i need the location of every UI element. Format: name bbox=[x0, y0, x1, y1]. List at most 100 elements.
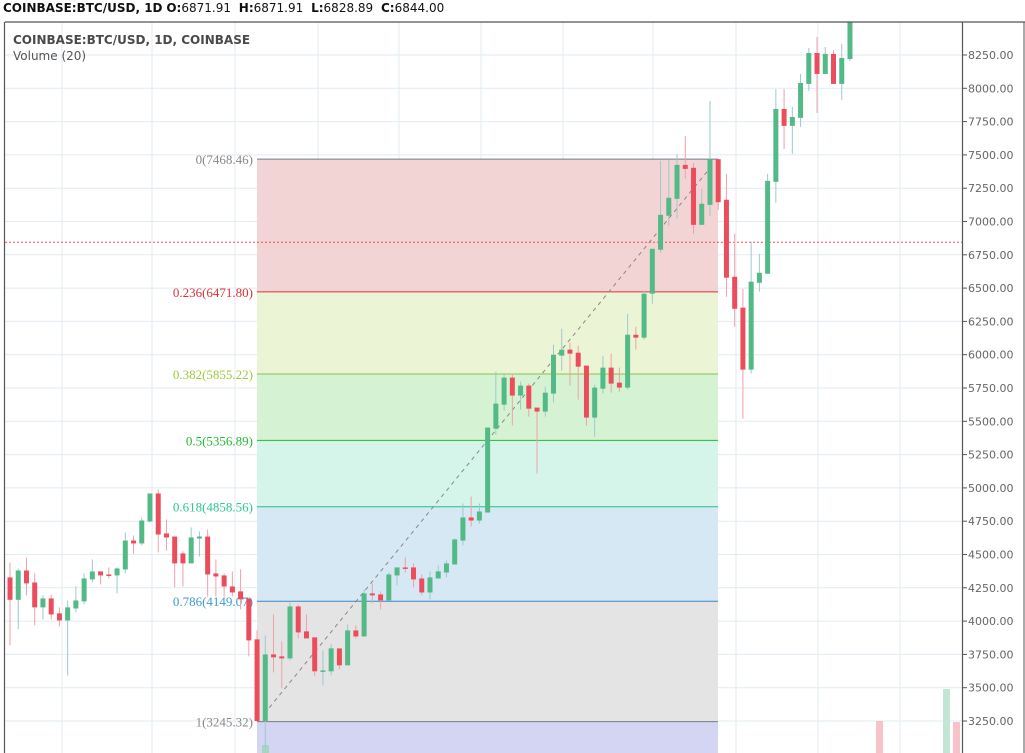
volume-indicator-label[interactable]: Volume (20) bbox=[13, 49, 87, 63]
candle-body bbox=[205, 536, 211, 575]
fib-zone bbox=[257, 721, 718, 753]
candle bbox=[839, 43, 845, 100]
candle bbox=[551, 344, 557, 403]
candle-body bbox=[320, 670, 326, 672]
candle-body bbox=[575, 352, 581, 367]
candle bbox=[847, 22, 853, 61]
y-axis-tick-label: 6250.00 bbox=[968, 315, 1014, 328]
candle bbox=[246, 598, 252, 657]
candle bbox=[476, 503, 482, 524]
candle bbox=[295, 604, 301, 639]
candle-body bbox=[279, 656, 285, 659]
y-axis-tick-label: 7000.00 bbox=[968, 216, 1014, 229]
candle bbox=[271, 614, 277, 673]
y-axis-tick-label: 6000.00 bbox=[968, 349, 1014, 362]
candle bbox=[732, 233, 738, 327]
y-axis-tick-label: 8000.00 bbox=[968, 82, 1014, 95]
candle-body bbox=[485, 427, 491, 513]
candle bbox=[822, 47, 828, 74]
candle-body bbox=[806, 53, 812, 84]
candle-body bbox=[542, 392, 548, 412]
candle bbox=[798, 73, 804, 127]
low-value: 6828.89 bbox=[323, 1, 374, 15]
fib-zone bbox=[257, 159, 718, 292]
open-label: O: bbox=[166, 1, 182, 15]
candle-body bbox=[303, 631, 309, 639]
y-axis-tick-label: 7750.00 bbox=[968, 116, 1014, 129]
candle bbox=[534, 407, 540, 474]
candle-body bbox=[781, 108, 787, 126]
candle bbox=[361, 589, 367, 637]
candle-body bbox=[443, 563, 449, 573]
candle bbox=[452, 538, 458, 565]
y-axis-tick-label: 5500.00 bbox=[968, 415, 1014, 428]
candle bbox=[707, 100, 713, 216]
candle-body bbox=[773, 108, 779, 182]
candle-body bbox=[501, 377, 507, 405]
candle bbox=[402, 557, 408, 573]
candle-body bbox=[213, 573, 219, 577]
candle bbox=[485, 427, 491, 513]
candle-body bbox=[122, 540, 128, 570]
y-axis-tick-label: 3500.00 bbox=[968, 682, 1014, 695]
candle bbox=[320, 650, 326, 686]
candle bbox=[616, 367, 622, 392]
candle bbox=[542, 386, 548, 417]
candle bbox=[625, 313, 631, 390]
candle-body bbox=[468, 517, 474, 521]
series-title[interactable]: COINBASE:BTC/USD, 1D, COINBASE bbox=[13, 33, 251, 47]
candle bbox=[814, 37, 820, 113]
candle-body bbox=[23, 570, 29, 584]
candle-body bbox=[40, 598, 46, 608]
volume-bar bbox=[943, 689, 950, 753]
candle-body bbox=[847, 22, 853, 59]
candle bbox=[781, 88, 787, 149]
candle-body bbox=[476, 511, 482, 521]
candle bbox=[559, 328, 565, 371]
candle-body bbox=[559, 349, 565, 356]
candle bbox=[592, 384, 598, 437]
candle-body bbox=[312, 637, 318, 672]
candle bbox=[106, 567, 112, 579]
candle-body bbox=[691, 167, 697, 225]
candle-body bbox=[155, 493, 161, 535]
candle bbox=[435, 565, 441, 579]
open-value: 6871.91 bbox=[181, 1, 231, 15]
candle bbox=[205, 529, 211, 597]
candle-body bbox=[229, 586, 235, 593]
candle-body bbox=[649, 248, 655, 294]
candle-body bbox=[839, 57, 845, 84]
candle-body bbox=[394, 567, 400, 576]
candle-body bbox=[48, 598, 54, 615]
candle-body bbox=[608, 367, 614, 384]
y-axis-tick-label: 5750.00 bbox=[968, 382, 1014, 395]
candle bbox=[56, 607, 62, 627]
candle bbox=[740, 288, 746, 419]
candle-body bbox=[402, 567, 408, 569]
candle-body bbox=[460, 517, 466, 541]
candle bbox=[583, 365, 589, 426]
candle bbox=[279, 641, 285, 689]
candle-body bbox=[666, 197, 672, 216]
candle bbox=[73, 586, 79, 613]
fib-trend-line bbox=[268, 162, 715, 708]
candle-body bbox=[526, 385, 532, 409]
candle-body bbox=[172, 536, 178, 564]
candle bbox=[139, 517, 145, 546]
candle-body bbox=[254, 639, 260, 721]
candle bbox=[287, 602, 293, 661]
candle-body bbox=[534, 407, 540, 412]
candle-body bbox=[32, 582, 38, 608]
candle-body bbox=[419, 578, 425, 593]
candle bbox=[773, 88, 779, 203]
close-value: 6844.00 bbox=[394, 1, 445, 15]
fib-zone bbox=[257, 506, 718, 602]
candle-body bbox=[295, 606, 301, 633]
candle-body bbox=[411, 567, 417, 580]
candle bbox=[699, 188, 705, 225]
candle-body bbox=[551, 354, 557, 394]
candle-body bbox=[89, 571, 95, 580]
candle-body bbox=[674, 164, 680, 199]
candle-body bbox=[765, 180, 771, 274]
